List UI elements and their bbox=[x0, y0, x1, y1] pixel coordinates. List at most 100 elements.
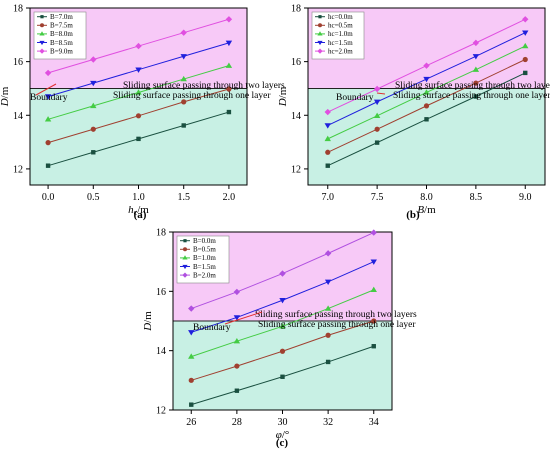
data-point bbox=[91, 150, 96, 155]
x-axis-label-unit: /m bbox=[137, 204, 149, 216]
annotation-boundary: Boundary bbox=[193, 323, 231, 333]
data-point bbox=[324, 305, 332, 311]
annotation-one-layer: Sliding surface passing through one laye… bbox=[393, 90, 550, 101]
legend-marker bbox=[182, 255, 188, 260]
data-point bbox=[180, 29, 187, 36]
data-point bbox=[234, 363, 240, 369]
data-point bbox=[370, 229, 377, 236]
legend-label: B=7.0m bbox=[50, 13, 73, 21]
data-point bbox=[188, 377, 194, 383]
data-point bbox=[324, 279, 332, 286]
data-point bbox=[135, 67, 142, 73]
x-tick-label: 32 bbox=[323, 417, 333, 428]
data-point bbox=[279, 270, 286, 277]
y-axis-label-unit: /m bbox=[0, 86, 11, 98]
y-axis-label-symbol: D bbox=[0, 98, 11, 107]
data-point bbox=[181, 99, 187, 105]
legend-marker bbox=[39, 48, 45, 54]
annotation-boundary: Boundary bbox=[336, 93, 374, 103]
y-tick-label: 18 bbox=[291, 4, 301, 15]
y-tick-label: 14 bbox=[291, 111, 301, 122]
data-point bbox=[225, 16, 233, 23]
y-tick-label: 12 bbox=[13, 164, 23, 175]
legend-marker bbox=[317, 48, 323, 54]
legend-label: B=7.5m bbox=[50, 22, 73, 30]
data-point bbox=[373, 112, 381, 119]
chart-panel-3: 26 28 30 32 34 12 14 16 18 φ/° D/m Sliding surface … bbox=[142, 228, 417, 450]
legend-label: B=2.0m bbox=[193, 271, 216, 279]
y-tick-label: 16 bbox=[13, 57, 23, 68]
data-point bbox=[472, 39, 480, 47]
data-point bbox=[423, 76, 430, 83]
data-point bbox=[90, 102, 97, 109]
data-point bbox=[472, 66, 480, 72]
x-axis-label-sub: c bbox=[134, 208, 138, 217]
data-point bbox=[44, 69, 52, 77]
data-point bbox=[373, 85, 381, 93]
data-point bbox=[374, 126, 380, 132]
data-point bbox=[324, 108, 331, 116]
data-point bbox=[279, 348, 286, 354]
data-point bbox=[473, 80, 479, 86]
data-point bbox=[188, 353, 195, 359]
data-point bbox=[45, 163, 51, 168]
x-tick-label: 26 bbox=[186, 417, 196, 428]
y-axis-label: D/m bbox=[142, 311, 154, 332]
data-point bbox=[90, 80, 97, 87]
y-axis-label: D/m bbox=[277, 86, 289, 107]
y-tick-label: 14 bbox=[156, 346, 166, 357]
legend: B=7.0mB=7.5mB=8.0mB=8.5mB=9.0m bbox=[33, 11, 87, 60]
y-tick-label: 18 bbox=[156, 228, 166, 239]
data-point bbox=[44, 94, 52, 100]
y-axis-label-unit: /m bbox=[142, 311, 154, 323]
legend-label: B=9.0m bbox=[50, 47, 73, 55]
data-point bbox=[45, 140, 51, 146]
x-tick-label: 8.0 bbox=[420, 192, 433, 203]
data-point bbox=[225, 62, 233, 68]
data-point bbox=[234, 388, 240, 393]
data-point bbox=[522, 56, 528, 63]
data-point bbox=[233, 315, 241, 321]
data-point bbox=[424, 117, 429, 122]
annotation-boundary: Boundary bbox=[30, 93, 68, 103]
y-axis-label: D/m bbox=[0, 86, 11, 107]
legend-marker bbox=[39, 31, 45, 36]
data-point bbox=[522, 16, 529, 23]
data-point bbox=[189, 402, 194, 407]
data-point bbox=[374, 140, 380, 145]
x-tick-label: 7.0 bbox=[322, 192, 335, 203]
annotation-two-layers: Sliding surface passing through two laye… bbox=[255, 309, 417, 320]
y-axis-label-symbol: D bbox=[142, 323, 154, 332]
legend-label: B=0.0m bbox=[193, 237, 216, 245]
x-tick-label: 9.0 bbox=[519, 192, 532, 203]
lower-region bbox=[173, 321, 392, 410]
data-point bbox=[233, 337, 241, 344]
data-point bbox=[90, 56, 97, 63]
data-point bbox=[370, 259, 377, 265]
y-tick-label: 16 bbox=[156, 287, 166, 298]
data-point bbox=[423, 62, 430, 69]
legend-label: hc=0.5m bbox=[328, 22, 353, 30]
legend-marker bbox=[317, 31, 323, 36]
x-tick-label: 0.5 bbox=[87, 192, 100, 203]
legend: B=0.0mB=0.5mB=1.0mB=1.5mB=2.0m bbox=[176, 235, 230, 284]
data-point bbox=[324, 250, 332, 257]
y-tick-label: 18 bbox=[13, 4, 23, 15]
data-point bbox=[373, 99, 381, 106]
data-point bbox=[280, 374, 285, 379]
x-tick-label: 1.5 bbox=[177, 192, 190, 203]
boundary-arrow bbox=[376, 92, 386, 95]
legend-label: B=0.5m bbox=[193, 246, 216, 254]
data-point bbox=[188, 330, 195, 336]
boundary-arrow bbox=[224, 311, 263, 325]
data-point bbox=[135, 89, 142, 95]
legend-marker bbox=[183, 239, 187, 243]
data-point bbox=[473, 94, 479, 99]
data-point bbox=[523, 70, 528, 76]
y-tick-label: 12 bbox=[156, 406, 166, 417]
data-point bbox=[325, 359, 331, 365]
data-point bbox=[279, 298, 286, 304]
legend-marker bbox=[183, 247, 187, 252]
